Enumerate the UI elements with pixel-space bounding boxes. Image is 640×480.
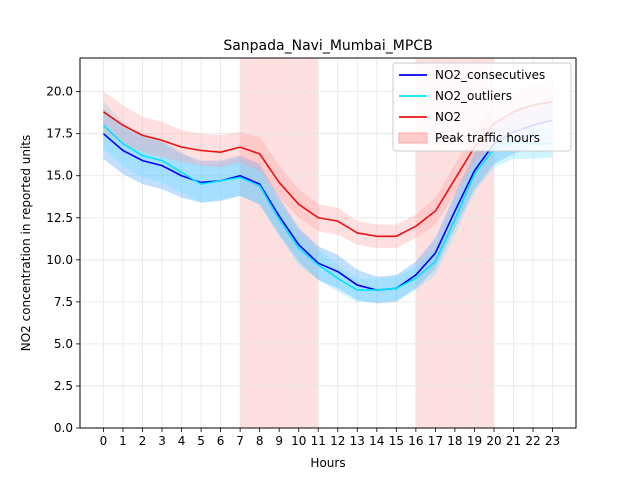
y-tick-label-8: 20.0 (46, 85, 73, 99)
axes-frame (79, 57, 577, 429)
legend-label-2: NO2 (435, 110, 461, 124)
x-tick-label-20: 20 (486, 434, 501, 448)
line-NO2_consecutives (102, 119, 553, 291)
x-tick-label-0: 0 (100, 434, 108, 448)
x-tick-label-22: 22 (525, 434, 540, 448)
x-tick-label-12: 12 (330, 434, 345, 448)
x-tick-label-1: 1 (119, 434, 127, 448)
y-tick-label-7: 17.5 (46, 127, 73, 141)
x-tick-label-13: 13 (350, 434, 365, 448)
y-tick-label-2: 5.0 (54, 337, 73, 351)
legend-box (392, 62, 572, 152)
legend-label-1: NO2_outliers (435, 89, 512, 103)
x-tick-label-23: 23 (545, 434, 560, 448)
x-tick-label-10: 10 (291, 434, 306, 448)
y-tick-label-4: 10.0 (46, 253, 73, 267)
x-tick-label-6: 6 (217, 434, 225, 448)
x-tick-label-11: 11 (311, 434, 326, 448)
x-tick-label-2: 2 (139, 434, 147, 448)
y-tick-label-1: 2.5 (54, 379, 73, 393)
x-tick-label-7: 7 (236, 434, 244, 448)
x-tick-label-15: 15 (389, 434, 404, 448)
band-NO2 (103, 79, 553, 249)
y-axis-label: NO2 concentration in reported units (19, 135, 33, 352)
x-ticks: 0 1 2 3 4 5 6 7 8 9 10 11 12 13 14 15 16 17 18 19 20 21 22 23 (100, 428, 560, 448)
x-tick-label-16: 16 (408, 434, 423, 448)
x-tick-label-9: 9 (275, 434, 283, 448)
y-ticks: 0.0 2.5 5.0 7.5 10.0 12.5 15.0 17.5 20.0 (46, 85, 80, 435)
x-tick-label-5: 5 (197, 434, 205, 448)
legend-label-0: NO2_consecutives (435, 68, 545, 82)
x-tick-label-18: 18 (447, 434, 462, 448)
x-tick-label-21: 21 (506, 434, 521, 448)
legend-label-3: Peak traffic hours (435, 131, 540, 145)
legend-swatch-3 (398, 132, 428, 144)
chart-title: Sanpada_Navi_Mumbai_MPCB (223, 38, 432, 54)
line-NO2_outliers (102, 124, 553, 291)
y-tick-label-0: 0.0 (54, 421, 73, 435)
y-tick-label-6: 15.0 (46, 169, 73, 183)
x-tick-label-19: 19 (467, 434, 482, 448)
x-tick-label-4: 4 (178, 434, 186, 448)
x-tick-label-17: 17 (428, 434, 443, 448)
legend: NO2_consecutives NO2_outliers NO2 Peak traf… (392, 62, 572, 152)
x-tick-label-3: 3 (158, 434, 166, 448)
x-tick-label-14: 14 (369, 434, 384, 448)
x-tick-label-8: 8 (256, 434, 264, 448)
y-tick-label-3: 7.5 (54, 295, 73, 309)
x-axis-label: Hours (310, 456, 345, 470)
y-tick-label-5: 12.5 (46, 211, 73, 225)
